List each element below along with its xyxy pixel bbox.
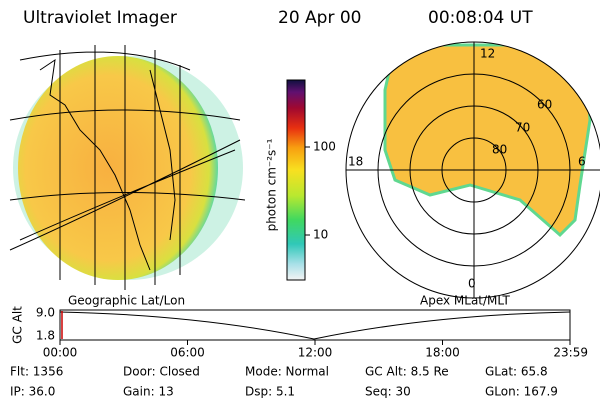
x-tick-label: 00:00	[43, 346, 78, 360]
polar-label: 18	[348, 155, 363, 169]
info-field: Door: Closed	[123, 365, 200, 379]
polar-circle-label: 80	[492, 143, 507, 157]
polar-image	[383, 43, 592, 238]
altitude-tick-label: 1.8	[36, 329, 55, 343]
polar-label: 12	[480, 47, 495, 61]
projection-label: Geographic Lat/Lon	[68, 294, 185, 308]
info-field: Flt: 1356	[10, 365, 63, 379]
info-field: Gain: 13	[123, 385, 174, 399]
colorbar-tick-label: 10	[313, 228, 328, 242]
info-field: Mode: Normal	[245, 365, 329, 379]
polar-grid	[345, 41, 600, 299]
polar-label: 0	[468, 277, 476, 291]
polar-circle-label: 60	[537, 98, 552, 112]
altitude-box	[59, 309, 571, 341]
info-field: GLon: 167.9	[485, 385, 558, 399]
info-field: GLat: 65.8	[485, 365, 548, 379]
colorbar-label: photon cm⁻²s⁻¹	[265, 138, 279, 231]
info-field: Seq: 30	[365, 385, 411, 399]
x-tick-label: 12:00	[298, 346, 333, 360]
x-tick-label: 06:00	[170, 346, 205, 360]
info-field: Dsp: 5.1	[245, 385, 295, 399]
info-field: GC Alt: 8.5 Re	[365, 365, 449, 379]
polar-label: 6	[578, 155, 586, 169]
altitude-axis-label: GC Alt	[11, 306, 25, 344]
x-tick-label: 18:00	[425, 346, 460, 360]
info-field: IP: 36.0	[10, 385, 55, 399]
date: 20 Apr 00	[278, 8, 361, 28]
altitude-curve	[59, 311, 571, 340]
altitude-tick-label: 9.0	[36, 306, 55, 320]
colorbar-tick-label: 100	[313, 140, 336, 154]
geographic-image	[9, 45, 246, 290]
projection-label: Apex MLat/MLT	[420, 294, 510, 308]
title: Ultraviolet Imager	[23, 8, 177, 28]
polar-circle-label: 70	[515, 121, 530, 135]
time: 00:08:04 UT	[428, 8, 533, 28]
colorbar	[286, 79, 306, 281]
x-tick-label: 23:59	[553, 346, 588, 360]
